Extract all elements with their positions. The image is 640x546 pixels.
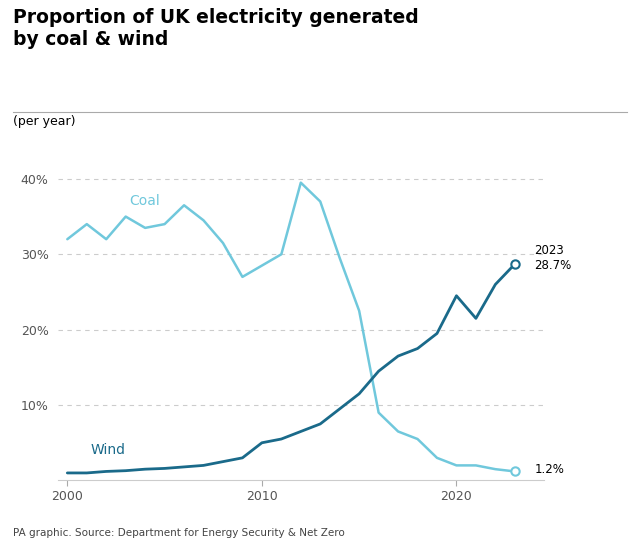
Text: 2023
28.7%: 2023 28.7% [534,244,572,272]
Text: Proportion of UK electricity generated
by coal & wind: Proportion of UK electricity generated b… [13,8,419,49]
Text: Coal: Coal [129,194,161,208]
Text: (per year): (per year) [13,115,76,128]
Text: Wind: Wind [91,443,125,457]
Text: PA graphic. Source: Department for Energy Security & Net Zero: PA graphic. Source: Department for Energ… [13,528,344,538]
Text: 1.2%: 1.2% [534,464,564,477]
